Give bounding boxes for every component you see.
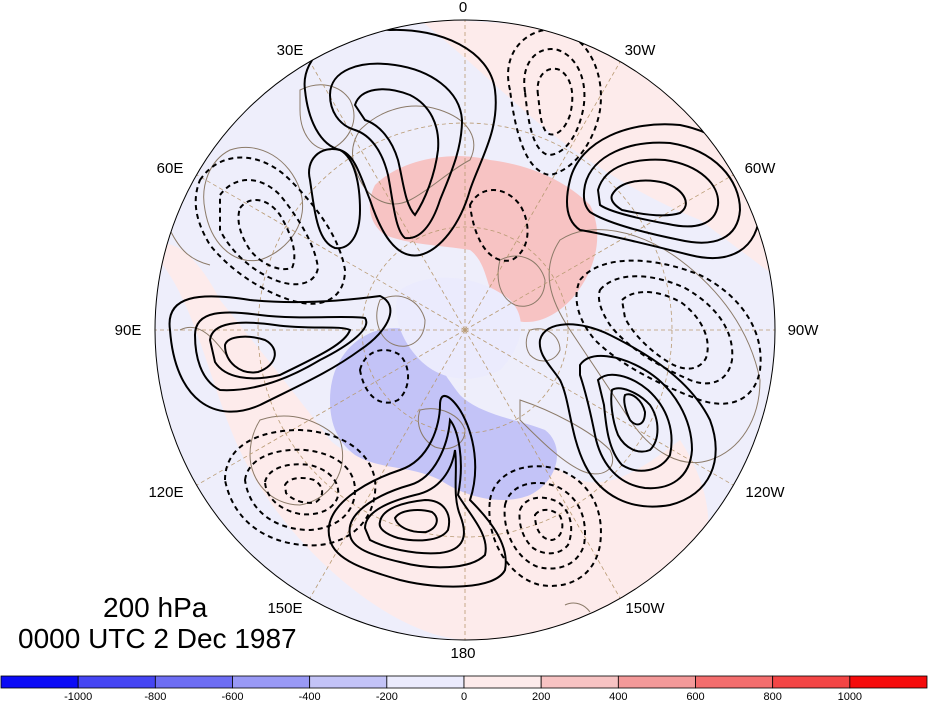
- colorbar-tick-label: 800: [763, 691, 781, 702]
- colorbar-tick-label: -800: [144, 691, 166, 702]
- colorbar: -1000 -800 -600 -400 -200 0 200 400 600 800 1000: [0, 675, 928, 702]
- colorbar-tick-label: 200: [532, 691, 550, 702]
- lon-label-150w: 150W: [625, 600, 665, 617]
- colorbar-tick-label: 0: [461, 691, 467, 702]
- colorbar-box: [309, 675, 388, 689]
- colorbar-box: [77, 675, 156, 689]
- colorbar-tick-label: -200: [376, 691, 398, 702]
- colorbar-tick-label: 1000: [838, 691, 862, 702]
- level-title: 200 hPa: [103, 592, 208, 623]
- lon-label-30e: 30E: [277, 42, 304, 59]
- shade-blue: [330, 328, 557, 500]
- colorbar-tick-label: -400: [299, 691, 321, 702]
- colorbar-box: [695, 675, 774, 689]
- colorbar-box: [849, 675, 928, 689]
- map-border: [154, 19, 776, 641]
- colorbar-box: [617, 675, 696, 689]
- time-title: 0000 UTC 2 Dec 1987: [18, 623, 297, 654]
- lon-label-60e: 60E: [157, 160, 184, 177]
- colorbar-box: [772, 675, 851, 689]
- shade-red: [369, 156, 598, 323]
- colorbar-tick-label: 400: [609, 691, 627, 702]
- polar-map: 0 30W 60W 90W 120W 150W 180 150E 120E 90…: [115, 0, 820, 662]
- graticule: [155, 20, 775, 640]
- colorbar-box: [540, 675, 619, 689]
- lon-label-120w: 120W: [745, 484, 785, 501]
- shade-light-blue: [396, 277, 521, 379]
- lon-label-30w: 30W: [625, 42, 657, 59]
- negative-contours: [194, 28, 762, 587]
- lon-label-0: 0: [459, 0, 467, 16]
- lon-label-120e: 120E: [148, 484, 183, 501]
- lon-label-90w: 90W: [788, 322, 820, 339]
- colorbar-box: [154, 675, 233, 689]
- colorbar-box: [463, 675, 542, 689]
- colorbar-box: [0, 675, 79, 689]
- colorbar-box: [386, 675, 465, 689]
- lon-label-150e: 150E: [267, 600, 302, 617]
- colorbar-tick-label: -600: [221, 691, 243, 702]
- colorbar-tick-label: 600: [686, 691, 704, 702]
- colorbar-box: [232, 675, 311, 689]
- colorbar-tick-label: -1000: [64, 691, 92, 702]
- lon-label-60w: 60W: [745, 160, 777, 177]
- longitude-labels: 0 30W 60W 90W 120W 150W 180 150E 120E 90…: [115, 0, 820, 662]
- lon-label-90e: 90E: [115, 322, 142, 339]
- positive-contours: [168, 28, 762, 588]
- lon-label-180: 180: [450, 645, 475, 662]
